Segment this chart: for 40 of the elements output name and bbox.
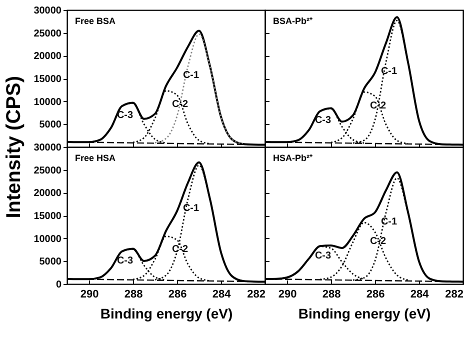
annotation: C-2 xyxy=(172,99,188,110)
x-axis-title: Binding energy (eV) xyxy=(100,306,233,322)
x-tick-label: 288 xyxy=(322,288,341,300)
x-tick-label: 288 xyxy=(124,288,143,300)
text: Free BSA xyxy=(75,16,116,26)
text: BSA-Pb²⁺ xyxy=(273,16,312,26)
y-tick-label: 30000 xyxy=(34,6,62,16)
x-tick-label: 282 xyxy=(445,288,464,300)
y-tick-label: 10000 xyxy=(34,234,62,245)
x-tick-label: 286 xyxy=(366,288,385,300)
y-tick-label: 25000 xyxy=(34,165,62,176)
y-tick-label: 15000 xyxy=(34,74,62,85)
x-tick-label: 290 xyxy=(80,288,99,300)
annotation: C-1 xyxy=(380,216,398,228)
x-tick-label: 282 xyxy=(247,288,266,300)
x-tick-label: 284 xyxy=(410,288,430,300)
y-tick-label: 30000 xyxy=(34,142,62,154)
annotation: C-1 xyxy=(182,70,200,82)
y-tick-label: 20000 xyxy=(34,51,62,62)
text: HSA-Pb²⁺ xyxy=(273,153,312,163)
annotation: C-1 xyxy=(182,202,200,214)
x-tick-label: 286 xyxy=(168,288,187,300)
annotation: C-3 xyxy=(116,110,134,122)
y-tick-label: 0 xyxy=(56,280,62,290)
annotation: C-1 xyxy=(380,66,398,78)
x-axis-title: Binding energy (eV) xyxy=(298,306,431,322)
x-tick-label: 290 xyxy=(278,288,297,300)
y-axis-title: Intensity (CPS) xyxy=(2,76,26,218)
x-tick-label: 284 xyxy=(212,288,232,300)
annotation: C-3 xyxy=(116,255,134,266)
y-tick-label: 10000 xyxy=(34,96,62,108)
y-tick-label: 20000 xyxy=(34,188,62,200)
y-tick-label: 25000 xyxy=(34,28,62,40)
y-tick-label: 5000 xyxy=(39,256,62,268)
annotation: C-2 xyxy=(172,244,188,255)
y-tick-label: 15000 xyxy=(34,211,62,222)
annotation: C-3 xyxy=(314,115,332,126)
annotation: C-3 xyxy=(314,250,332,262)
y-tick-label: 5000 xyxy=(39,120,62,131)
text: Free HSA xyxy=(75,153,116,163)
